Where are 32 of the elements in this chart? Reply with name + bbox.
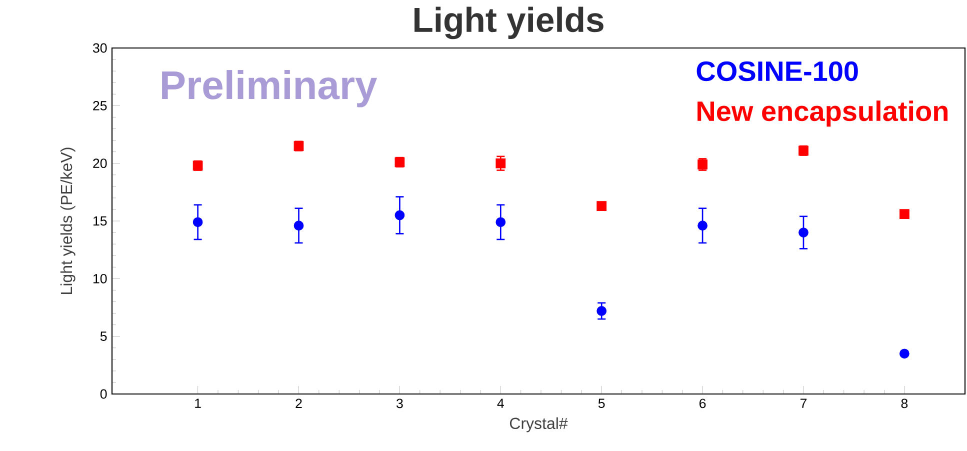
series-label: New encapsulation [698, 100, 948, 127]
point [596, 201, 607, 211]
y-tick-label: 20 [93, 158, 107, 168]
annotation: Preliminary [162, 70, 378, 108]
point [496, 217, 506, 228]
point [192, 217, 203, 228]
x-tick-label: 5 [598, 398, 605, 408]
y-tick-label: 15 [93, 216, 107, 226]
point [394, 210, 405, 220]
y-tick-label: 10 [93, 274, 107, 284]
x-axis-title: Crystal# [510, 417, 568, 432]
point [899, 348, 910, 359]
x-tick-label: 6 [700, 398, 706, 408]
point [798, 228, 808, 238]
x-tick-label: 3 [396, 398, 403, 408]
text: COSINE-100 [696, 61, 858, 82]
x-tick-label: 1 [195, 398, 201, 408]
point [496, 158, 506, 168]
point [596, 306, 607, 316]
x-tick-label: 4 [497, 398, 504, 408]
y-axis-title: Light yields (PE/keV) [60, 148, 76, 294]
y-tick-label: 5 [100, 332, 107, 341]
y-tick-label: 25 [93, 100, 107, 110]
x-tick-label: 8 [901, 398, 908, 408]
chart-title: Light yields [414, 6, 604, 40]
x-tick-label: 7 [800, 398, 807, 408]
y-tick-label: 30 [92, 43, 107, 53]
y-tick-label: 0 [100, 389, 107, 399]
point [899, 209, 910, 220]
x-tick-label: 2 [296, 398, 302, 408]
point [294, 220, 304, 231]
point [698, 220, 708, 231]
